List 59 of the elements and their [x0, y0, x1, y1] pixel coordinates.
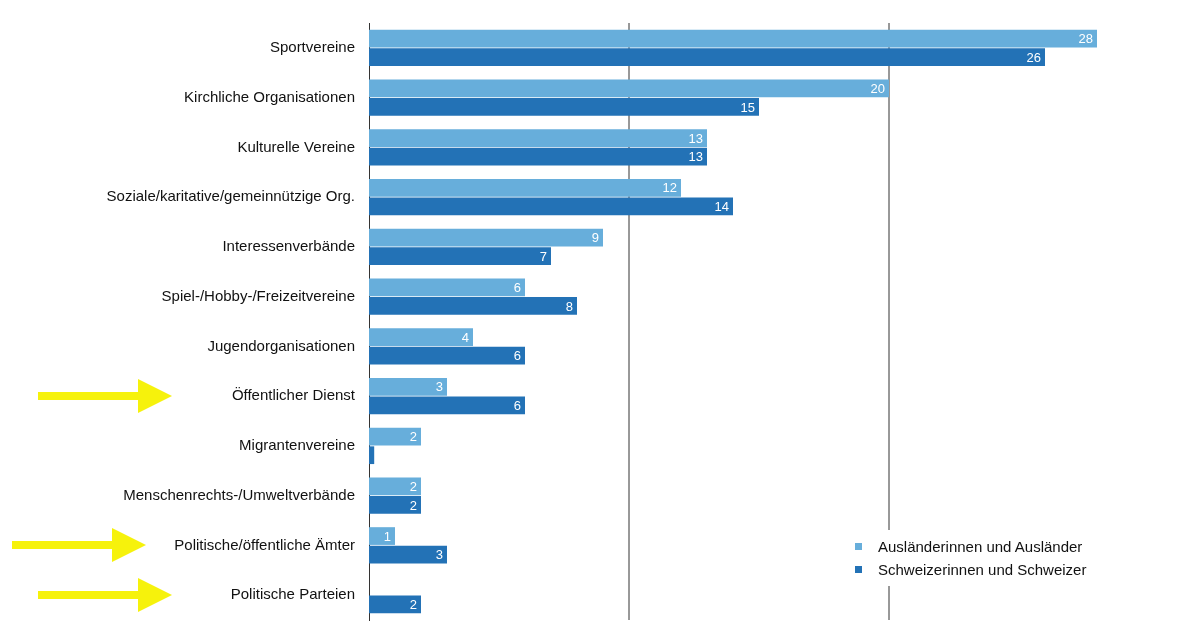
bar	[369, 328, 473, 346]
bar	[369, 247, 551, 266]
bar	[369, 396, 525, 415]
bar	[369, 48, 1045, 67]
data-label: 3	[435, 379, 443, 395]
y-tick-label: Kulturelle Vereine	[237, 137, 355, 155]
data-label: 2	[409, 597, 417, 613]
data-label: 26	[1026, 49, 1041, 65]
data-label: 9	[591, 230, 599, 246]
data-label: 7	[539, 248, 547, 264]
bar	[369, 147, 707, 166]
bar	[369, 427, 421, 446]
data-label: 4	[461, 329, 469, 345]
y-tick-label: Interessenverbände	[222, 237, 355, 255]
y-tick-label: Politische/öffentliche Ämter	[174, 535, 355, 553]
bar	[369, 197, 733, 216]
bar	[369, 129, 707, 147]
data-label: 20	[870, 80, 885, 96]
data-label: 2	[409, 478, 417, 494]
y-tick-label: Öffentlicher Dienst	[231, 386, 356, 404]
legend-label: Schweizerinnen und Schweizer	[878, 561, 1087, 578]
bar	[369, 595, 421, 614]
bar	[369, 377, 447, 396]
data-label: 1	[383, 528, 391, 544]
data-label: 8	[565, 298, 573, 314]
data-label: 13	[688, 149, 703, 165]
data-label: 6	[513, 279, 521, 295]
bar	[369, 29, 1097, 48]
y-tick-label: Menschenrechts-/Umweltverbände	[123, 485, 355, 503]
y-tick-label: Migrantenvereine	[239, 436, 355, 454]
data-label: 14	[714, 199, 729, 215]
legend-label: Ausländerinnen und Ausländer	[878, 538, 1083, 555]
bar	[369, 228, 603, 247]
data-label: 12	[662, 180, 677, 196]
bar	[369, 346, 525, 365]
y-tick-label: Kirchliche Organisationen	[184, 87, 355, 105]
bar	[369, 297, 577, 315]
data-label: 13	[688, 130, 703, 146]
bar	[369, 496, 421, 514]
bar	[369, 477, 421, 496]
bar	[369, 178, 681, 197]
data-label: 15	[740, 99, 755, 115]
bar	[369, 98, 759, 116]
data-label: 3	[435, 547, 443, 563]
data-label: 2	[409, 429, 417, 445]
data-label: 6	[513, 348, 521, 364]
y-tick-label: Soziale/karitative/gemeinnützige Org.	[106, 187, 355, 205]
bar	[369, 527, 395, 545]
y-tick-label: Jugendorganisationen	[207, 336, 355, 354]
data-label: 2	[409, 497, 417, 513]
bar	[369, 446, 375, 465]
y-tick-label: Sportvereine	[269, 38, 355, 56]
bar	[369, 545, 447, 564]
bar	[369, 278, 525, 297]
y-tick-label: Spiel-/Hobby-/Freizeitvereine	[161, 286, 355, 304]
y-tick-label: Politische Parteien	[230, 585, 355, 603]
data-label: 28	[1078, 31, 1093, 47]
data-label: 6	[513, 398, 521, 414]
bar	[369, 79, 889, 98]
